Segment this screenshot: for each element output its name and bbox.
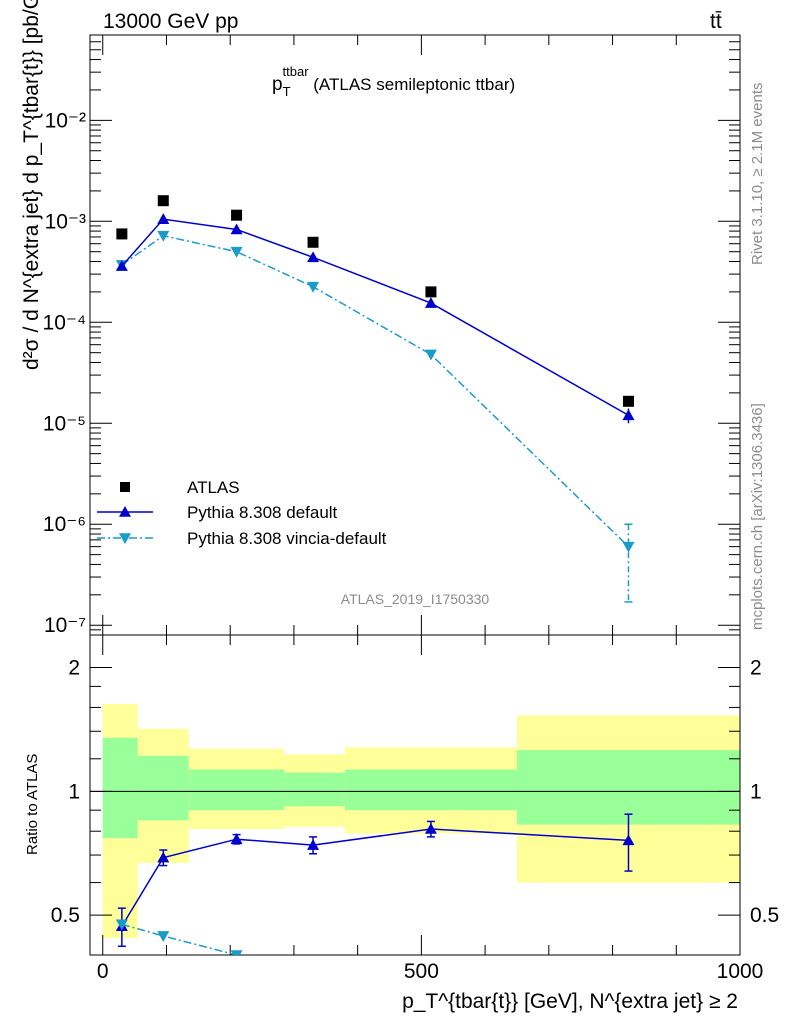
ratio-y-tick-label-right: 0.5	[750, 904, 779, 927]
ratio-default-point	[307, 839, 320, 850]
analysis-watermark: ATLAS_2019_I1750330	[341, 591, 490, 607]
ratio-y-tick-label-left: 1	[68, 780, 80, 803]
series-atlas-point	[425, 286, 437, 298]
series-vincia-point	[230, 246, 243, 258]
plot-title-sub: T	[283, 84, 291, 99]
ratio-vincia-point	[115, 919, 128, 931]
ratio-default-point	[230, 833, 243, 844]
x-tick-label: 1000	[717, 960, 764, 983]
top-y-tick-label: 10⁻⁵	[43, 412, 86, 435]
plot-title: pTttbar (ATLAS semileptonic ttbar)	[272, 64, 515, 99]
bottom-y-axis-title: Ratio to ATLAS	[24, 754, 41, 855]
top-y-tick-label: 10⁻²	[45, 109, 86, 132]
ratio-band-inner	[137, 755, 189, 821]
ratio-band-inner	[516, 750, 740, 825]
series-atlas-point	[116, 228, 128, 240]
mcplots-note: mcplots.cern.ch [arXiv:1306.3436]	[749, 403, 766, 630]
x-tick-label: 0	[97, 960, 109, 983]
top-y-tick-label: 10⁻⁷	[44, 614, 86, 637]
ratio-y-tick-label-right: 1	[750, 780, 762, 803]
x-tick-label: 500	[404, 960, 439, 983]
legend-label: Pythia 8.308 default	[187, 503, 338, 522]
series-default-point	[157, 213, 170, 224]
ratio-band-inner	[284, 772, 345, 807]
series-atlas-point	[622, 395, 634, 407]
energy-label: 13000 GeV pp	[103, 10, 238, 33]
series-default-point	[230, 223, 243, 235]
series-atlas-point	[307, 236, 319, 248]
plot-title-main: p	[272, 74, 283, 95]
series-default-point	[622, 409, 635, 421]
legend-marker-atlas	[120, 482, 130, 492]
ratio-panel-frame	[89, 634, 741, 956]
series-default-line	[121, 218, 629, 416]
ratio-vincia-line	[121, 923, 239, 955]
legend-label: Pythia 8.308 vincia-default	[187, 529, 387, 548]
legend-marker-default	[119, 506, 131, 517]
ratio-y-tick-label-left: 0.5	[51, 904, 80, 927]
series-vincia-line	[121, 234, 630, 548]
ratio-band-inner	[102, 737, 138, 839]
ratio-default-point	[622, 834, 635, 846]
top-y-tick-label: 10⁻⁶	[43, 513, 86, 536]
plot-title-sup: ttbar	[283, 64, 310, 79]
series-vincia-point	[157, 230, 170, 242]
series-default-point	[115, 260, 128, 271]
ratio-y-tick-label-right: 2	[750, 657, 762, 680]
axes-frame: 10⁻⁷ 10⁻⁶ 10⁻⁵ 10⁻⁴ 10⁻³ 10⁻² 0.5 0.5 1 1 2 2 0 500 10…	[43, 34, 779, 983]
ratio-default-point	[157, 851, 170, 863]
ratio-band-inner	[188, 769, 285, 811]
series-default-point	[424, 297, 437, 308]
series-atlas-point	[157, 195, 169, 207]
x-axis-title: p_T^{tbar{t}} [GeV], N^{extra jet} ≥ 2	[402, 990, 738, 1013]
ratio-bands	[102, 704, 740, 938]
ratio-vincia-point	[230, 950, 243, 955]
top-y-tick-label: 10⁻⁴	[43, 311, 86, 334]
ratio-vincia-group	[115, 919, 243, 955]
ratio-band-inner	[344, 769, 517, 811]
series-vincia-point	[622, 541, 635, 553]
legend-label: ATLAS	[187, 478, 240, 497]
series-default-point	[307, 251, 320, 263]
series-vincia-point	[424, 349, 437, 361]
plot-title-rest: (ATLAS semileptonic ttbar)	[309, 75, 516, 94]
ratio-y-tick-label-left: 2	[68, 657, 80, 680]
rivet-note: Rivet 3.1.10, ≥ 2.1M events	[749, 83, 766, 266]
series-atlas-point	[231, 209, 243, 221]
ratio-default-point	[424, 822, 437, 834]
top-y-axis-title: d²σ / d N^{extra jet} d p_T^{tbar{t}} [p…	[20, 0, 43, 370]
series-vincia-point	[307, 281, 320, 293]
process-label: tt̄	[710, 10, 722, 33]
ratio-default-line	[121, 828, 629, 927]
data-layer	[115, 195, 635, 955]
ratio-vincia-point	[157, 931, 170, 942]
legend: ATLAS Pythia 8.308 default Pythia 8.308 vi…	[97, 478, 387, 548]
legend-marker-vincia	[119, 533, 131, 544]
top-y-tick-label: 10⁻³	[45, 210, 86, 233]
